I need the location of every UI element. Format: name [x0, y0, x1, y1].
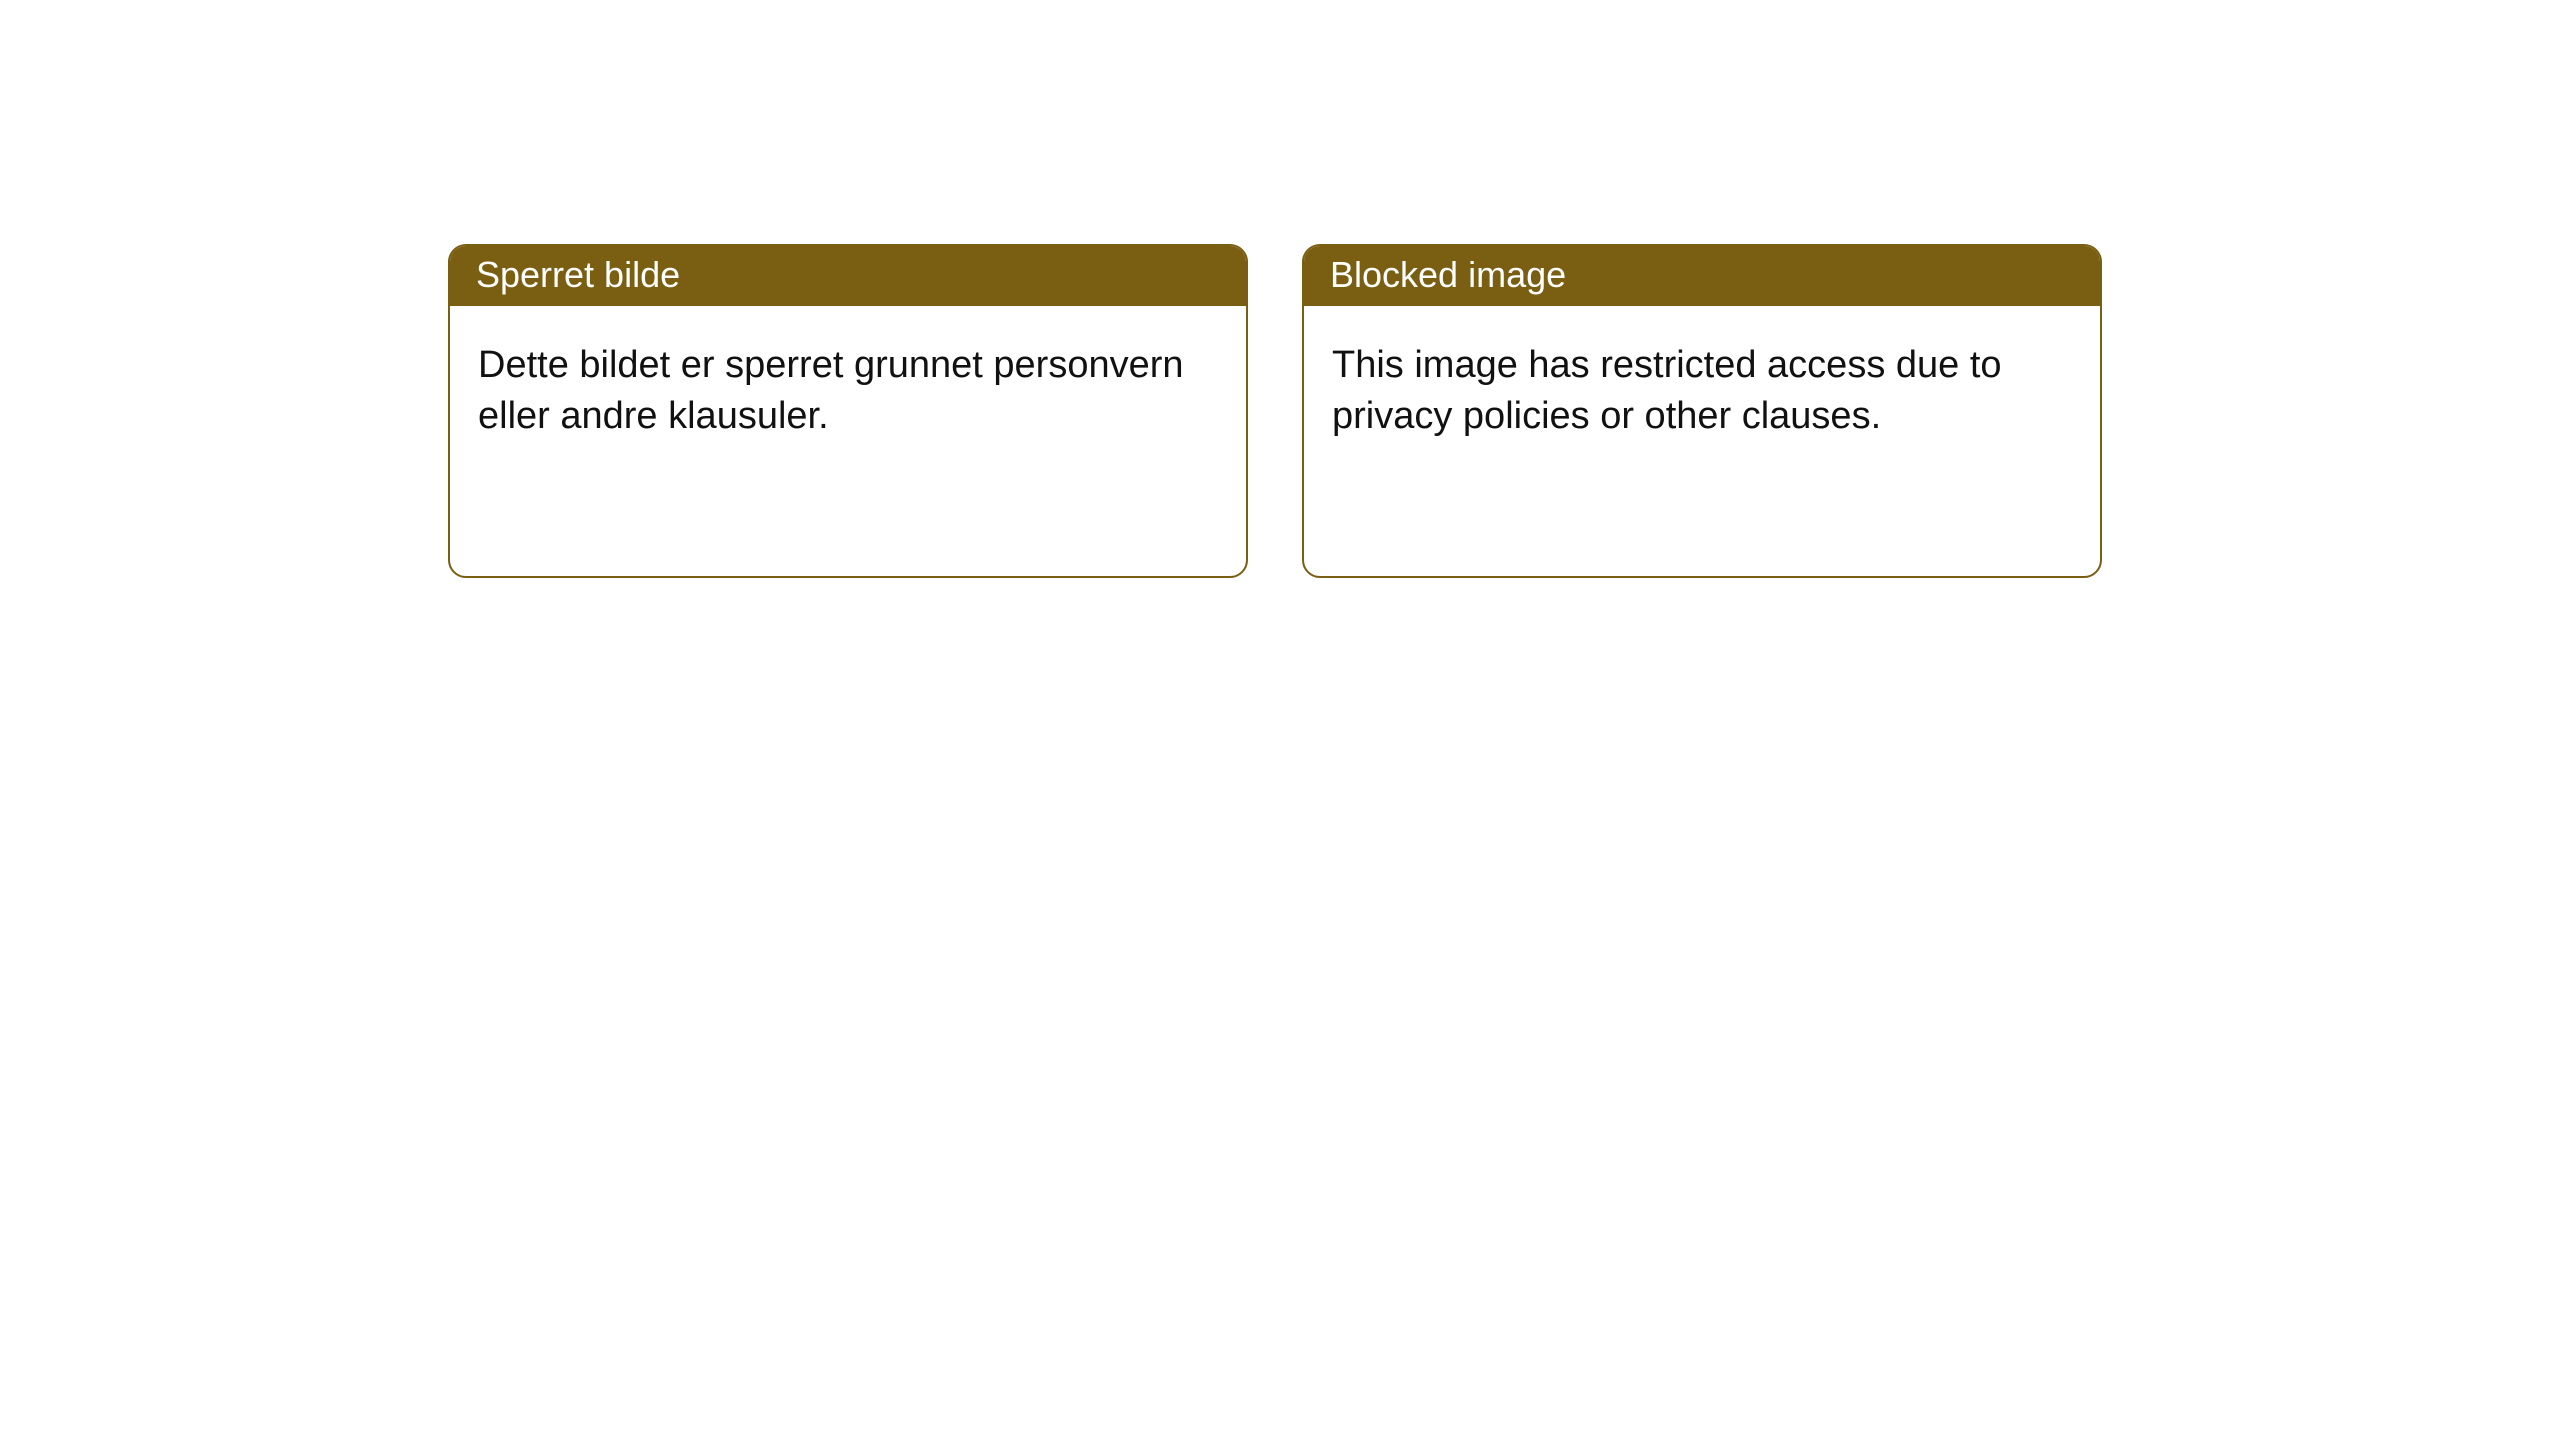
notice-card-no: Sperret bilde Dette bildet er sperret gr…	[448, 244, 1248, 578]
notice-container: Sperret bilde Dette bildet er sperret gr…	[0, 0, 2560, 578]
notice-card-no-body: Dette bildet er sperret grunnet personve…	[450, 306, 1246, 576]
notice-card-en-title: Blocked image	[1304, 246, 2100, 306]
notice-card-en: Blocked image This image has restricted …	[1302, 244, 2102, 578]
notice-card-en-body: This image has restricted access due to …	[1304, 306, 2100, 576]
notice-card-no-title: Sperret bilde	[450, 246, 1246, 306]
